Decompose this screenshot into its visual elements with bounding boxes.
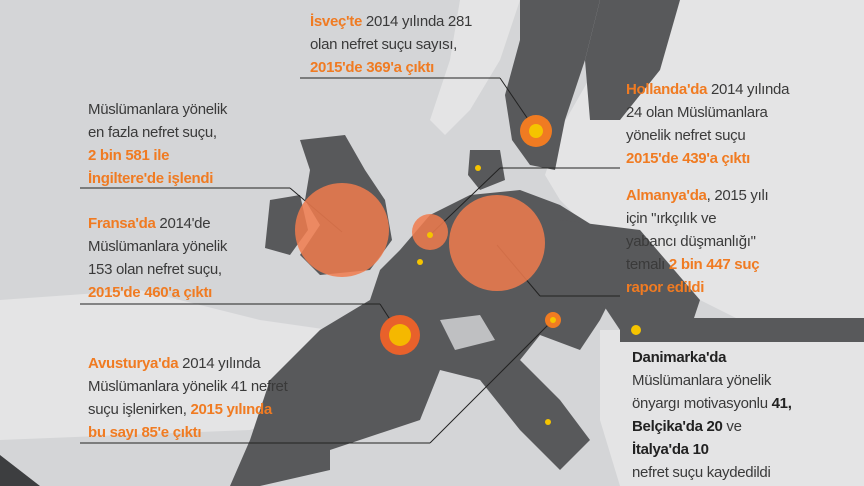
circle-germany xyxy=(449,195,545,291)
text: önyargı motivasyonlu xyxy=(632,395,772,412)
land-west xyxy=(0,290,330,440)
text: 2014 yılında xyxy=(178,355,261,372)
text-line: önyargı motivasyonlu 41, xyxy=(632,392,792,415)
dot-belgium xyxy=(417,259,423,265)
text: İsveç'te xyxy=(310,13,363,30)
note-france: Fransa'da 2014'de Müslümanlara yönelik 1… xyxy=(88,212,227,304)
text-line: Almanya'da, 2015 yılı xyxy=(626,184,769,207)
text-line: İsveç'te 2014 yılında 281 xyxy=(310,10,472,33)
text: , 2015 yılı xyxy=(706,187,769,204)
note-netherlands: Hollanda'da 2014 yılında 24 olan Müslüma… xyxy=(626,78,789,170)
dot xyxy=(550,317,556,323)
text: İtalya'da 10 xyxy=(632,441,709,458)
dot-denmark xyxy=(475,165,481,171)
text: için "ırkçılık ve xyxy=(626,210,717,227)
text: ve xyxy=(722,418,742,435)
text: nefret suçu kaydedildi xyxy=(632,464,771,481)
circle-uk xyxy=(295,183,389,277)
text-line: Avusturya'da 2014 yılında xyxy=(88,352,287,375)
dot-italy xyxy=(545,419,551,425)
poland xyxy=(560,220,700,330)
finland xyxy=(585,0,680,120)
note-austria: Avusturya'da 2014 yılında Müslümanlara y… xyxy=(88,352,288,444)
text: bu sayı 85'e çıktı xyxy=(88,424,202,441)
text: 2 bin 581 ile xyxy=(88,147,170,164)
text-line: Hollanda'da 2014 yılında xyxy=(626,78,789,101)
text: 2015 yılında xyxy=(190,401,272,418)
note-sweden: İsveç'te 2014 yılında 281 olan nefret su… xyxy=(310,10,472,79)
text: Hollanda'da xyxy=(626,81,708,98)
text: 153 olan nefret suçu, xyxy=(88,261,222,278)
text: Fransa'da xyxy=(88,215,156,232)
text-line: temalı 2 bin 447 suç xyxy=(626,253,768,276)
box-header xyxy=(620,318,864,342)
text: Müslümanlara yönelik xyxy=(88,101,228,118)
text: 2015'de 439'a çıktı xyxy=(626,150,751,167)
text: 2 bin 447 suç xyxy=(668,256,760,273)
dot xyxy=(529,124,543,138)
text: rapor edildi xyxy=(626,279,705,296)
text: Müslümanlara yönelik xyxy=(88,238,228,255)
text: Müslümanlara yönelik 41 nefret xyxy=(88,378,288,395)
text: olan nefret suçu sayısı, xyxy=(310,36,458,53)
text: Avusturya'da xyxy=(88,355,179,372)
text: temalı xyxy=(626,256,669,273)
text: suçu işlenirken, xyxy=(88,401,191,418)
text: yönelik nefret suçu xyxy=(626,127,746,144)
text: 41, xyxy=(771,395,792,412)
text: Danimarka'da xyxy=(632,349,727,366)
text: Müslümanlara yönelik xyxy=(632,372,772,389)
text: 2014 yılında 281 xyxy=(362,13,473,30)
corner xyxy=(0,455,40,486)
text: Belçika'da 20 xyxy=(632,418,723,435)
note-uk: Müslümanlara yönelik en fazla nefret suç… xyxy=(88,98,227,190)
text-line: suçu işlenirken, 2015 yılında xyxy=(88,398,287,421)
text-line: Fransa'da 2014'de xyxy=(88,212,227,235)
leader-line xyxy=(429,319,554,444)
box-dot xyxy=(631,325,641,335)
text: 2015'de 460'a çıktı xyxy=(88,284,213,301)
text: yabancı düşmanlığı" xyxy=(626,233,756,250)
norway xyxy=(430,0,520,135)
text: 2014'de xyxy=(155,215,211,232)
text: İngiltere'de işlendi xyxy=(88,170,214,187)
land-other xyxy=(440,0,864,330)
text: en fazla nefret suçu, xyxy=(88,124,217,141)
text: 2015'de 369'a çıktı xyxy=(310,59,435,76)
text-line: Belçika'da 20 ve xyxy=(632,415,792,438)
text: 2014 yılında xyxy=(707,81,790,98)
side-box-text: Danimarka'da Müslümanlara yönelik önyarg… xyxy=(632,346,792,484)
denmark xyxy=(468,150,505,190)
text: 24 olan Müslümanlara xyxy=(626,104,768,121)
box-body xyxy=(620,342,864,486)
note-germany: Almanya'da, 2015 yılı için "ırkçılık ve … xyxy=(626,184,769,299)
text: Almanya'da xyxy=(626,187,707,204)
switzerland xyxy=(440,315,495,350)
dot xyxy=(389,324,411,346)
dot xyxy=(427,232,433,238)
